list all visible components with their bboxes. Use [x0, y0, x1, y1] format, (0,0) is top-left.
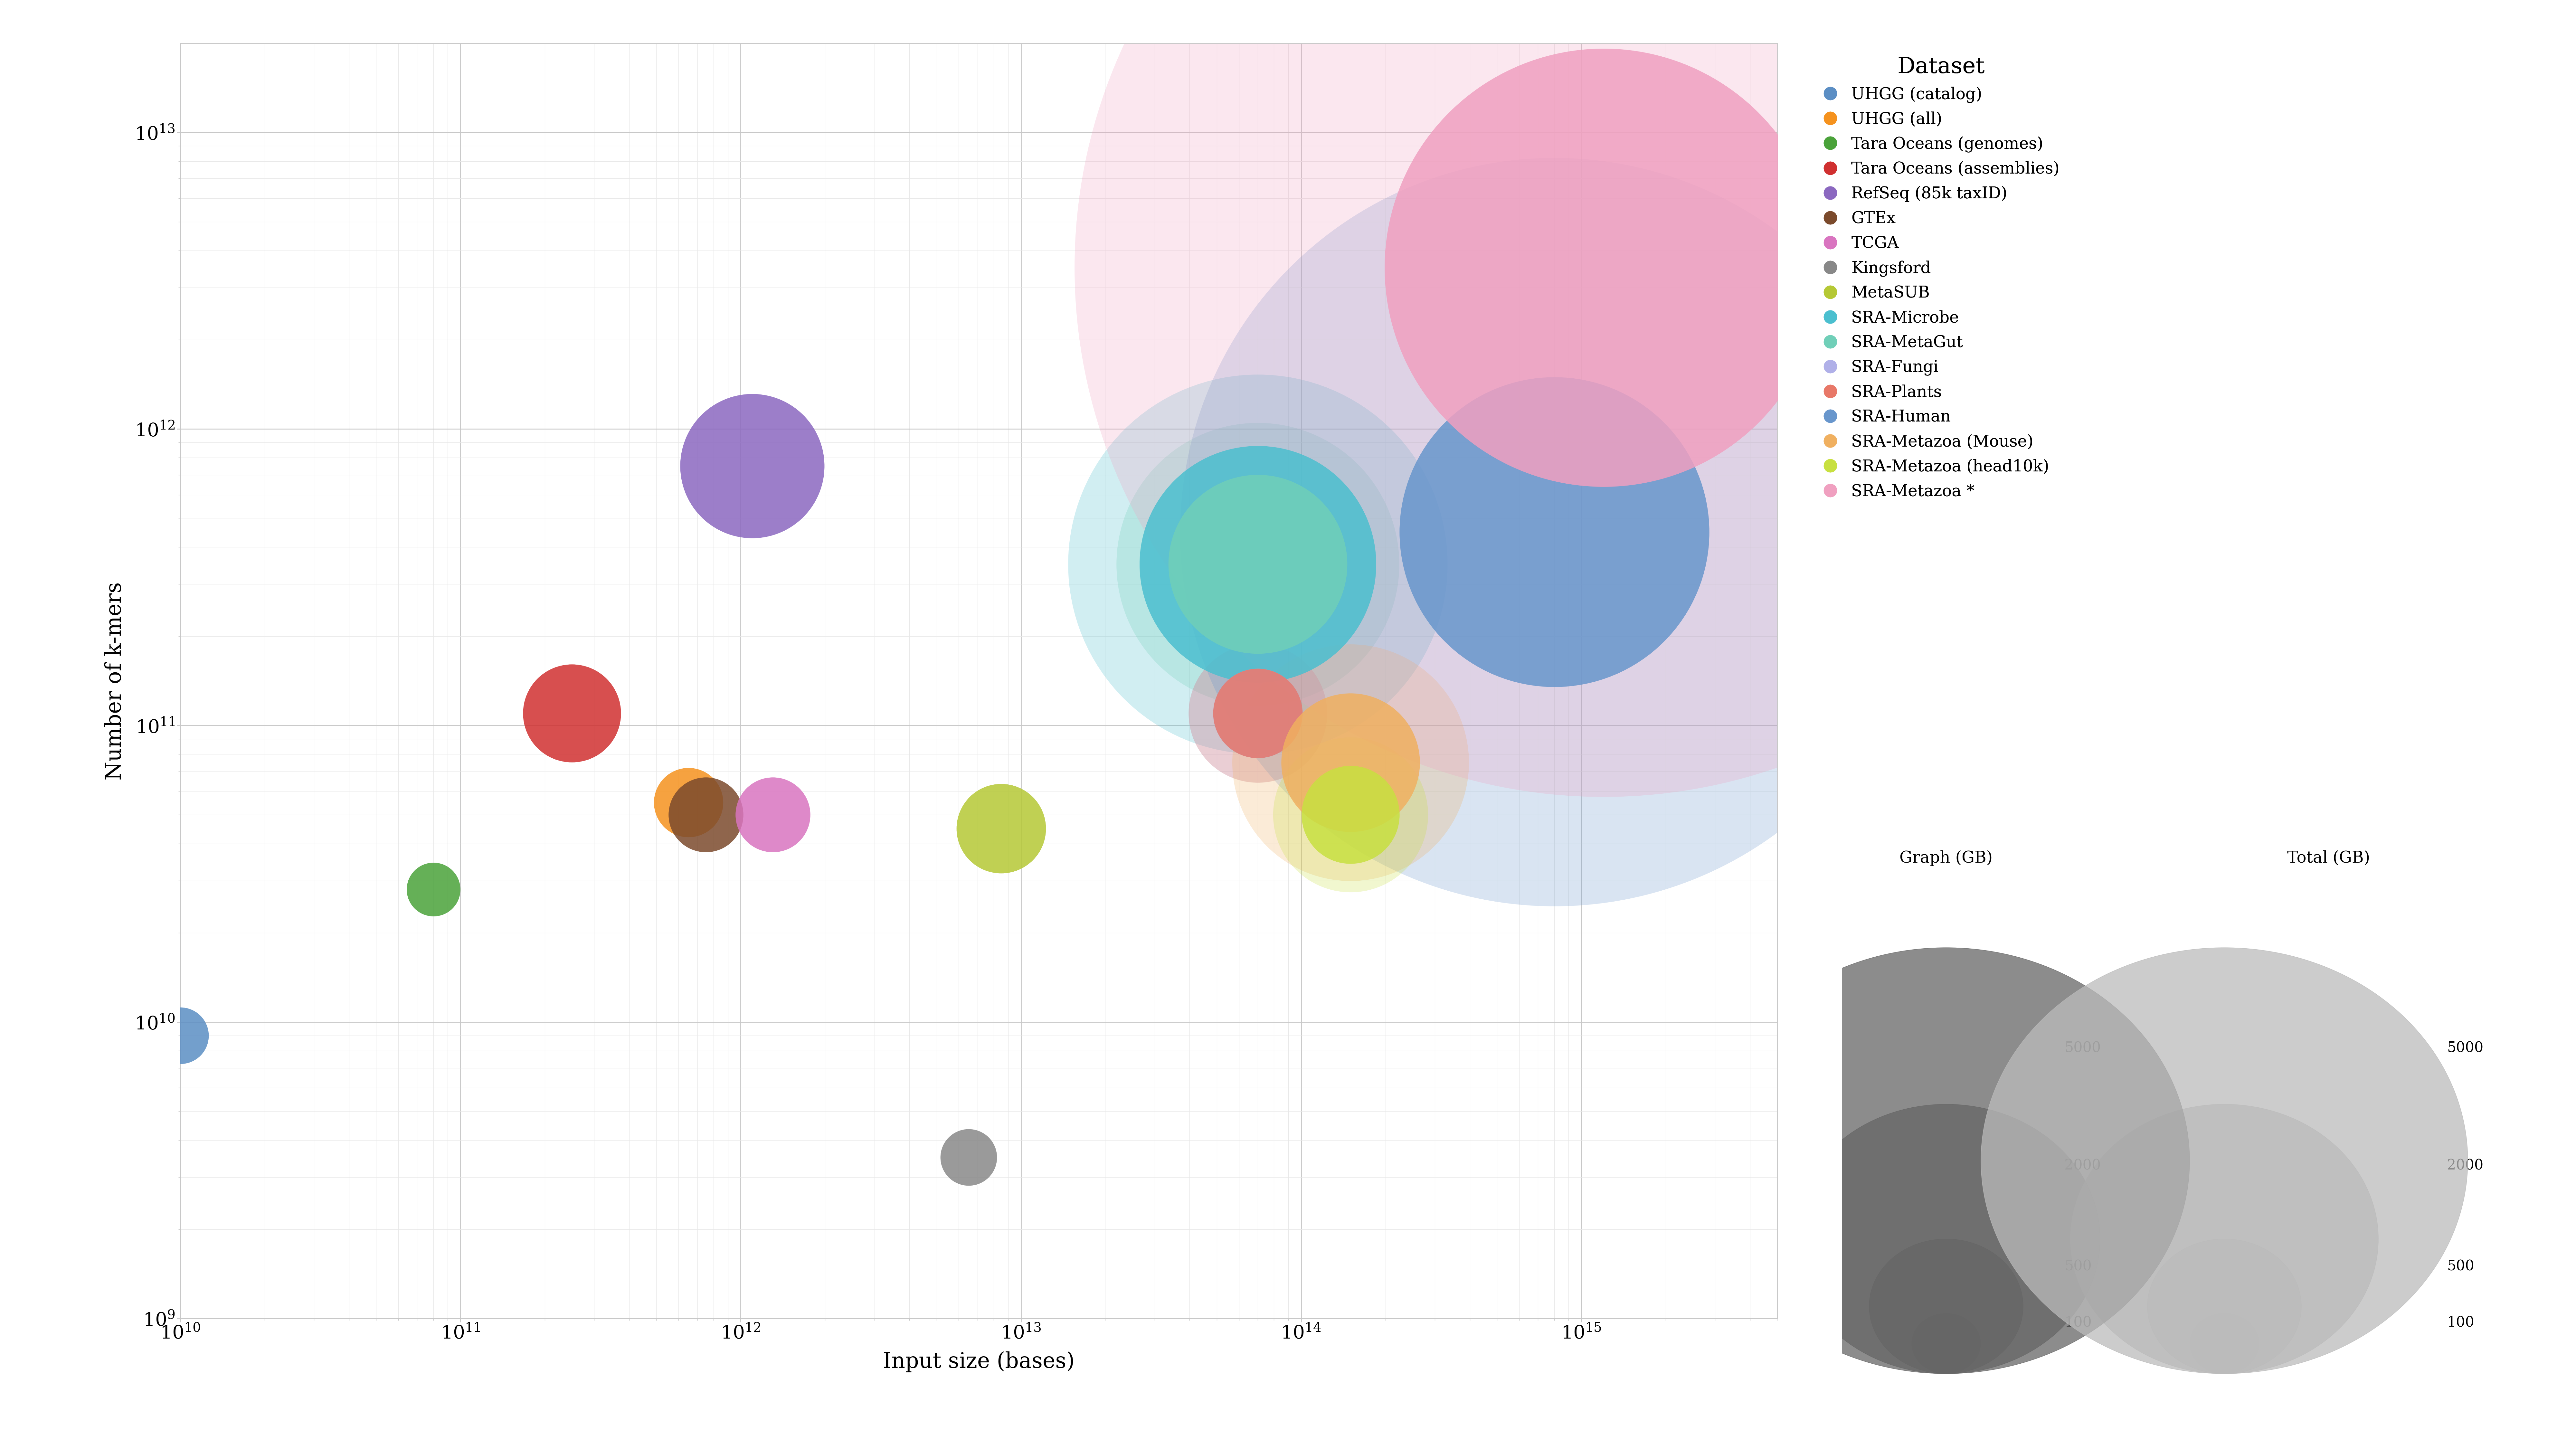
Circle shape	[1870, 1239, 2022, 1374]
Text: 5000: 5000	[2447, 1042, 2483, 1055]
Text: 2000: 2000	[2447, 1159, 2483, 1172]
Point	[1533, 520, 1574, 543]
Circle shape	[1911, 1313, 1981, 1374]
Point	[1582, 256, 1623, 280]
Text: 100: 100	[2063, 1316, 2092, 1329]
Circle shape	[2190, 1313, 2259, 1374]
Point	[1236, 701, 1278, 724]
Point	[1582, 256, 1623, 280]
Point	[551, 701, 592, 724]
Circle shape	[1703, 948, 2190, 1374]
Point	[160, 1024, 201, 1048]
Point	[685, 803, 726, 826]
Point	[752, 803, 793, 826]
Text: 500: 500	[2063, 1259, 2092, 1274]
Point	[948, 1146, 989, 1169]
Point	[1329, 751, 1370, 774]
Legend: UHGG (catalog), UHGG (all), Tara Oceans (genomes), Tara Oceans (assemblies), Ref: UHGG (catalog), UHGG (all), Tara Oceans …	[1808, 43, 2074, 513]
Point	[1236, 701, 1278, 724]
Circle shape	[1981, 948, 2468, 1374]
Circle shape	[2071, 1104, 2378, 1374]
Point	[1236, 552, 1278, 575]
Text: 500: 500	[2447, 1259, 2476, 1274]
Point	[1329, 803, 1370, 826]
X-axis label: Input size (bases): Input size (bases)	[884, 1352, 1074, 1372]
Point	[1236, 552, 1278, 575]
Point	[1236, 552, 1278, 575]
Y-axis label: Number of k-mers: Number of k-mers	[106, 582, 126, 780]
Circle shape	[1793, 1104, 2099, 1374]
Circle shape	[2148, 1239, 2300, 1374]
Point	[1236, 701, 1278, 724]
Text: Total (GB): Total (GB)	[2287, 851, 2370, 867]
Point	[667, 791, 708, 814]
Point	[1329, 751, 1370, 774]
Text: 2000: 2000	[2063, 1159, 2102, 1172]
Point	[1236, 701, 1278, 724]
Text: 100: 100	[2447, 1316, 2476, 1329]
Point	[1236, 552, 1278, 575]
Point	[1533, 520, 1574, 543]
Point	[981, 817, 1023, 840]
Point	[1329, 803, 1370, 826]
Text: Graph (GB): Graph (GB)	[1899, 851, 1994, 867]
Point	[412, 878, 453, 901]
Point	[732, 455, 773, 478]
Text: 5000: 5000	[2063, 1042, 2102, 1055]
